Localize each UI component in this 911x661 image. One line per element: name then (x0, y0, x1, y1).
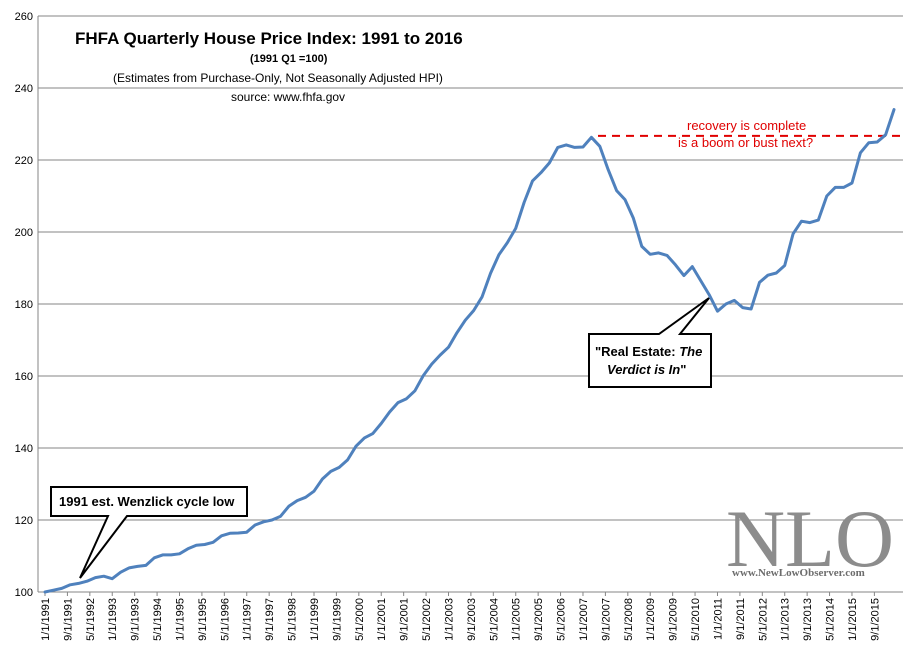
y-tick-label: 180 (15, 299, 33, 311)
x-tick-label: 5/1/1998 (287, 598, 299, 641)
x-tick-label: 1/1/1991 (40, 598, 52, 641)
x-tick-label: 1/1/2009 (645, 598, 657, 641)
x-tick-label: 5/1/2002 (421, 598, 433, 641)
x-tick-label: 5/1/1996 (219, 598, 231, 641)
recovery-note-line1: recovery is complete (687, 118, 806, 133)
x-tick-label: 9/1/2011 (735, 598, 747, 640)
x-tick-label: 9/1/1995 (197, 598, 209, 641)
x-tick-label: 1/1/2013 (780, 598, 792, 641)
callout-cycle-low: 1991 est. Wenzlick cycle low (50, 486, 248, 579)
x-tick-label: 5/1/2006 (556, 598, 568, 641)
callout-verdict-line1: "Real Estate: The (595, 344, 702, 359)
x-tick-label: 9/1/2005 (533, 598, 545, 641)
x-tick-label: 1/1/2015 (847, 598, 859, 641)
x-tick-label: 1/1/1993 (107, 598, 119, 641)
x-tick-label: 9/1/2009 (668, 598, 680, 641)
x-tick-label: 9/1/1997 (264, 598, 276, 641)
x-tick-label: 1/1/2003 (443, 598, 455, 641)
y-tick-label: 260 (15, 11, 33, 23)
chart-source: source: www.fhfa.gov (231, 90, 345, 104)
recovery-note-line2: is a boom or bust next? (678, 135, 813, 150)
callout-verdict-line2: Verdict is In" (607, 362, 686, 377)
x-tick-label: 9/1/1991 (62, 598, 74, 641)
y-tick-label: 200 (15, 227, 33, 239)
x-tick-label: 5/1/2000 (354, 598, 366, 641)
x-tick-label: 5/1/1992 (85, 598, 97, 641)
watermark-url: www.NewLowObserver.com (732, 567, 865, 579)
callout-cycle-low-text: 1991 est. Wenzlick cycle low (59, 494, 235, 509)
x-tick-label: 9/1/1993 (130, 598, 142, 641)
watermark: NLO www.NewLowObserver.com (726, 493, 894, 584)
watermark-logo: NLO (726, 493, 894, 584)
y-axis-ticks: 100 120 140 160 180 200 220 240 260 (15, 11, 33, 599)
y-tick-label: 220 (15, 155, 33, 167)
x-tick-label: 1/1/2001 (376, 598, 388, 641)
x-tick-label: 9/1/1999 (331, 598, 343, 641)
x-tick-label: 1/1/1997 (242, 598, 254, 641)
hpi-series-line (43, 108, 896, 594)
x-tick-label: 1/1/2007 (578, 598, 590, 641)
x-tick-label: 1/1/1999 (309, 598, 321, 641)
callout-verdict-box (588, 297, 712, 388)
x-tick-label: 5/1/2010 (690, 598, 702, 641)
x-tick-label: 1/1/2011 (712, 598, 724, 640)
y-tick-label: 240 (15, 83, 33, 95)
x-tick-label: 9/1/2015 (869, 598, 881, 641)
x-tick-label: 9/1/2007 (600, 598, 612, 641)
y-tick-label: 160 (15, 371, 33, 383)
x-tick-label: 9/1/2001 (399, 598, 411, 641)
x-tick-label: 9/1/2003 (466, 598, 478, 641)
y-tick-label: 120 (15, 515, 33, 527)
x-tick-label: 5/1/2008 (623, 598, 635, 641)
x-axis-ticks: 1/1/1991 9/1/1991 5/1/1992 1/1/1993 9/1/1993… (40, 592, 881, 641)
gridlines (38, 15, 903, 521)
x-tick-label: 5/1/1994 (152, 598, 164, 641)
callout-verdict: "Real Estate: The Verdict is In" (588, 297, 712, 388)
y-tick-label: 140 (15, 443, 33, 455)
chart-title: FHFA Quarterly House Price Index: 1991 t… (75, 29, 463, 48)
x-tick-label: 5/1/2014 (825, 598, 837, 641)
chart-subtitle-base: (1991 Q1 =100) (250, 53, 328, 65)
x-tick-label: 1/1/2005 (511, 598, 523, 641)
y-tick-label: 100 (15, 587, 33, 599)
callout-cycle-low-box (50, 486, 248, 579)
x-tick-label: 9/1/2013 (802, 598, 814, 641)
x-tick-label: 1/1/1995 (174, 598, 186, 641)
chart-subtitle-note: (Estimates from Purchase-Only, Not Seaso… (113, 71, 443, 85)
x-tick-label: 5/1/2004 (488, 598, 500, 641)
x-tick-label: 5/1/2012 (757, 598, 769, 641)
